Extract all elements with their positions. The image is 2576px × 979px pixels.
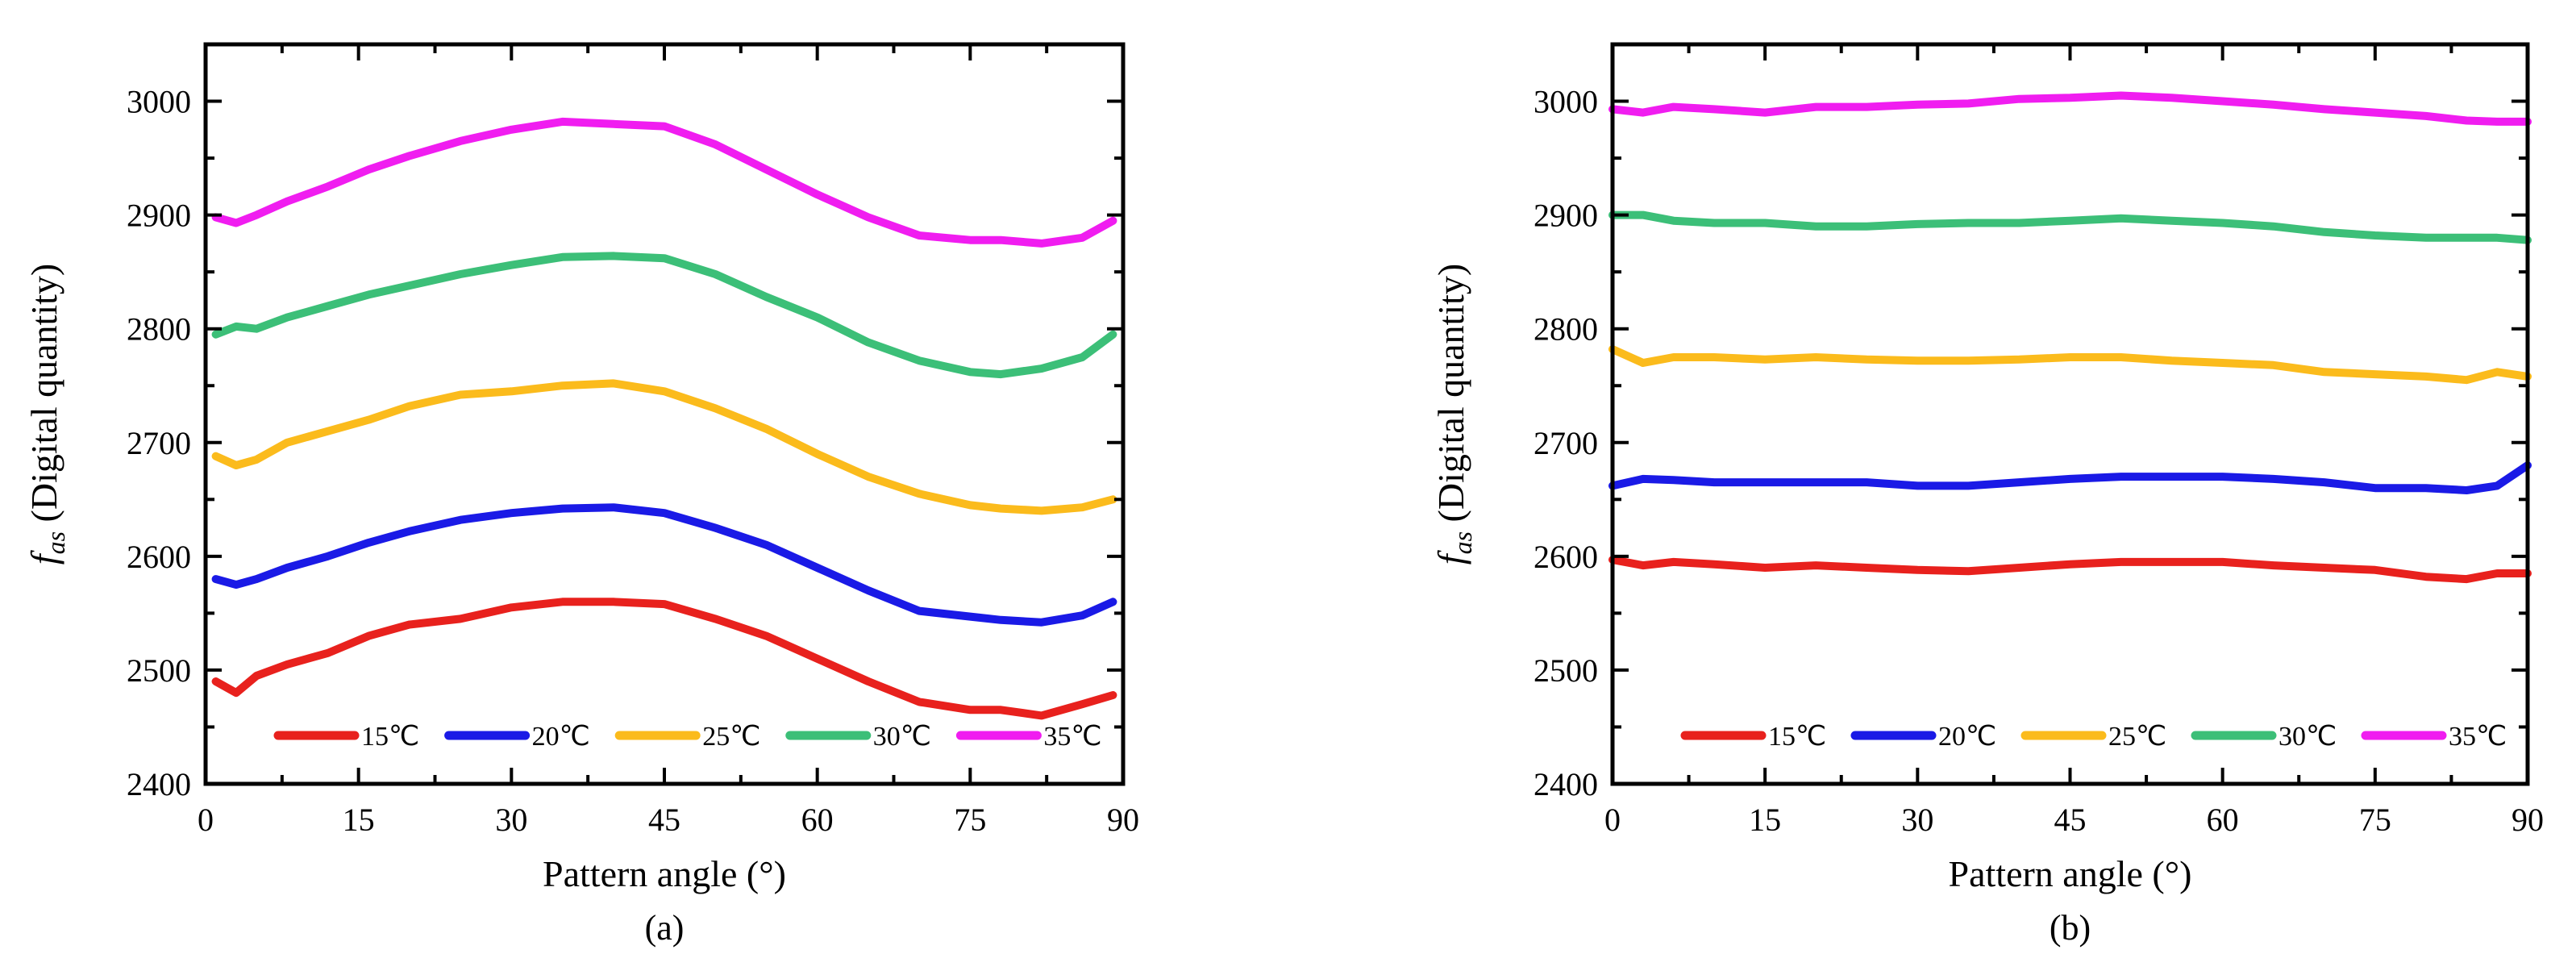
legend-label-15C: 15℃ (361, 722, 419, 752)
legend-label-25C: 25℃ (2108, 722, 2166, 752)
series-line-15C (211, 598, 1117, 720)
chart-svg: 0 15 30 45 60 75 90 2400 2500 2600 2700 2800 2900 300… (23, 42, 1139, 948)
plot-frame (1610, 42, 2530, 786)
y-tick-label: 2700 (1534, 425, 1598, 461)
x-tick-label: 15 (343, 802, 375, 838)
x-tick-label: 75 (2359, 802, 2391, 838)
x-tick-label: 0 (198, 802, 214, 838)
x-tick-label: 0 (1604, 802, 1621, 838)
x-tick-label: 75 (954, 802, 986, 838)
y-tick-label: 2900 (1534, 198, 1598, 234)
plot-frame (203, 42, 1126, 786)
x-tick-label: 45 (648, 802, 680, 838)
y-axis-title: fas (Digital quantity) (1430, 264, 1477, 564)
legend-label-35C: 35℃ (1043, 722, 1101, 752)
x-tick-label: 90 (1107, 802, 1139, 838)
legend-label-30C: 30℃ (873, 722, 931, 752)
x-tick-label: 30 (495, 802, 527, 838)
panel-caption: (a) (645, 908, 685, 948)
chart-panel-a: 0 15 30 45 60 75 90 2400 2500 2600 2700 2800 2900 300… (0, 0, 1209, 975)
series-line-15C (1608, 556, 2532, 584)
series-line-30C (211, 252, 1117, 379)
series-line-20C (1608, 461, 2532, 494)
chart-svg: 0 15 30 45 60 75 90 2400 2500 2600 2700 2800 2900 300… (1430, 42, 2544, 948)
series-line-20C (211, 503, 1117, 627)
y-tick-label: 3000 (127, 84, 191, 120)
legend-label-20C: 20℃ (532, 722, 590, 752)
x-tick-label: 45 (2054, 802, 2087, 838)
y-tick-label: 2400 (1534, 766, 1598, 802)
x-axis-title: Pattern angle (°) (1949, 853, 2192, 894)
x-tick-label: 90 (2511, 802, 2544, 838)
chart-panel-b: 0 15 30 45 60 75 90 2400 2500 2600 2700 2800 2900 300… (1403, 0, 2576, 975)
series-line-35C (1608, 91, 2532, 126)
x-tick-label: 60 (2207, 802, 2239, 838)
legend-label-30C: 30℃ (2278, 722, 2337, 752)
legend-label-35C: 35℃ (2449, 722, 2507, 752)
y-tick-label: 2800 (1534, 311, 1598, 348)
legend-label-25C: 25℃ (702, 722, 760, 752)
y-axis-title: fas (Digital quantity) (23, 264, 70, 564)
y-tick-label: 2500 (1534, 652, 1598, 689)
legend-label-15C: 15℃ (1768, 722, 1826, 752)
y-tick-label: 2600 (127, 539, 191, 575)
y-tick-label: 2600 (1534, 539, 1598, 575)
y-tick-label: 2900 (127, 198, 191, 234)
y-tick-label: 2400 (127, 766, 191, 802)
panel-caption: (b) (2050, 908, 2091, 948)
series-line-35C (211, 117, 1117, 248)
legend-label-20C: 20℃ (1938, 722, 1996, 752)
y-tick-label: 2700 (127, 425, 191, 461)
series-line-30C (1608, 210, 2532, 244)
x-tick-label: 30 (1901, 802, 1933, 838)
y-tick-label: 2500 (127, 652, 191, 689)
series-line-25C (1608, 345, 2532, 385)
x-axis-title: Pattern angle (°) (543, 853, 786, 894)
series-line-25C (211, 379, 1117, 515)
x-tick-label: 15 (1749, 802, 1781, 838)
y-tick-label: 2800 (127, 311, 191, 348)
y-tick-label: 3000 (1534, 84, 1598, 120)
x-tick-label: 60 (801, 802, 834, 838)
